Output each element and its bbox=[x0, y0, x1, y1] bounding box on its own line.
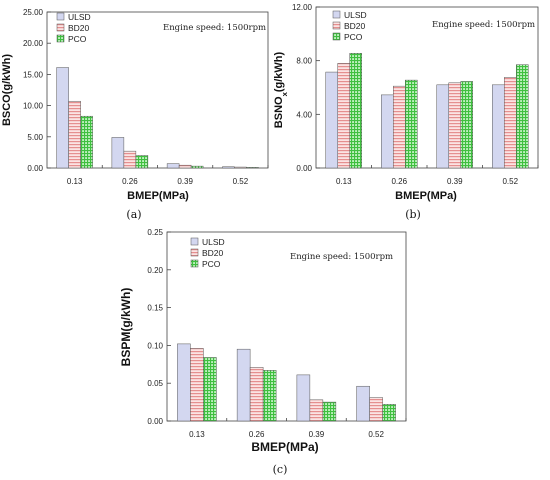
chart-a-ytick-label: 0.00 bbox=[27, 164, 43, 173]
chart-b-ytick-label: 4.00 bbox=[296, 110, 312, 119]
chart-a-legend-label-pco: PCO bbox=[68, 34, 87, 44]
chart-a-legend-swatch-pco bbox=[56, 34, 65, 43]
chart-a-xtick-label: 0.13 bbox=[67, 177, 83, 186]
chart-c-panel-label: (c) bbox=[273, 463, 288, 476]
chart-c-ytick-label: 0.10 bbox=[147, 341, 163, 350]
chart-b-bar-pco-0.52 bbox=[516, 64, 529, 169]
chart-c-bar-pco-0.39 bbox=[322, 401, 337, 422]
chart-b-bar-pco-0.39 bbox=[460, 81, 473, 169]
chart-c-ytick-label: 0.25 bbox=[147, 228, 163, 237]
chart-b-legend-swatch-pco bbox=[332, 32, 341, 41]
chart-c-bar-ulsd-0.26 bbox=[236, 348, 251, 422]
chart-a-bar-ulsd-0.52 bbox=[222, 166, 235, 169]
chart-c-bar-bd20-0.13 bbox=[190, 348, 204, 422]
chart-a-xlabel: BMEP(MPa) bbox=[127, 190, 189, 202]
chart-c-ytick-label: 0.15 bbox=[147, 304, 163, 313]
chart-b-legend-swatch-ulsd bbox=[332, 10, 341, 19]
chart-a-bar-pco-0.39 bbox=[190, 165, 204, 169]
chart-a-panel-label: (a) bbox=[126, 208, 141, 221]
chart-a-bar-ulsd-0.13 bbox=[56, 67, 69, 169]
chart-c-bar-pco-0.26 bbox=[262, 370, 277, 422]
chart-a-bar-ulsd-0.26 bbox=[111, 137, 125, 169]
chart-a-bar-bd20-0.52 bbox=[234, 166, 247, 169]
chart-c-legend-swatch-bd20 bbox=[190, 248, 199, 257]
chart-a-bar-bd20-0.26 bbox=[123, 150, 137, 169]
chart-b-xtick-label: 0.52 bbox=[502, 177, 518, 186]
chart-b-bar-pco-0.26 bbox=[405, 79, 418, 169]
chart-b-bar-bd20-0.26 bbox=[393, 85, 406, 169]
chart-c-xtick-label: 0.26 bbox=[249, 430, 265, 439]
chart-c-bar-bd20-0.39 bbox=[309, 399, 324, 422]
chart-a-xtick-label: 0.52 bbox=[233, 177, 249, 186]
chart-b-legend-label-bd20: BD20 bbox=[344, 21, 366, 31]
chart-b-xtick-label: 0.39 bbox=[447, 177, 463, 186]
chart-a-bar-pco-0.13 bbox=[80, 115, 93, 169]
chart-c-bar-pco-0.13 bbox=[203, 357, 217, 422]
chart-a-bar-pco-0.52 bbox=[246, 167, 259, 169]
chart-c-legend-swatch-pco bbox=[190, 259, 199, 268]
chart-c-legend-label-ulsd: ULSD bbox=[202, 237, 225, 247]
chart-b-bar-ulsd-0.39 bbox=[436, 84, 449, 169]
chart-c-xtick-label: 0.52 bbox=[368, 430, 384, 439]
chart-b-bar-ulsd-0.52 bbox=[492, 84, 505, 169]
chart-b-bar-pco-0.13 bbox=[349, 53, 362, 169]
chart-c-bar-bd20-0.52 bbox=[369, 397, 383, 422]
chart-b-panel-label: (b) bbox=[405, 208, 421, 221]
chart-b-legend-label-pco: PCO bbox=[344, 32, 363, 42]
chart-c-ytick-label: 0.00 bbox=[147, 417, 163, 426]
chart-c-xtick-label: 0.39 bbox=[309, 430, 325, 439]
chart-b-bar-ulsd-0.13 bbox=[325, 71, 338, 169]
chart-b-xtick-label: 0.26 bbox=[391, 177, 407, 186]
chart-b-xtick-label: 0.13 bbox=[336, 177, 352, 186]
chart-c-bar-bd20-0.26 bbox=[249, 367, 264, 422]
chart-a-legend-swatch-bd20 bbox=[56, 23, 65, 32]
chart-b-bar-bd20-0.39 bbox=[448, 82, 461, 169]
chart-c-bar-ulsd-0.39 bbox=[296, 374, 311, 422]
chart-b-annotation: Engine speed: 1500rpm bbox=[432, 20, 535, 30]
chart-c-ytick-label: 0.20 bbox=[147, 266, 163, 275]
chart-b-ylabel: BSNOx(g/kWh) bbox=[273, 51, 289, 128]
chart-c-annotation: Engine speed: 1500rpm bbox=[290, 252, 393, 262]
chart-c-legend-label-pco: PCO bbox=[202, 259, 221, 269]
chart-a-bar-pco-0.26 bbox=[135, 155, 149, 169]
chart-a-annotation: Engine speed: 1500rpm bbox=[163, 23, 266, 33]
chart-c-ylabel: BSPM(g/kWh) bbox=[119, 288, 133, 367]
chart-c-ytick-label: 0.05 bbox=[147, 379, 163, 388]
chart-c-bar-ulsd-0.13 bbox=[177, 343, 191, 422]
chart-a-xtick-label: 0.26 bbox=[122, 177, 138, 186]
chart-c-legend-swatch-ulsd bbox=[190, 237, 199, 246]
chart-c-legend-label-bd20: BD20 bbox=[202, 248, 224, 258]
chart-b-bar-bd20-0.13 bbox=[337, 63, 350, 169]
chart-a-legend-label-bd20: BD20 bbox=[68, 23, 90, 33]
chart-b-legend-label-ulsd: ULSD bbox=[344, 10, 367, 20]
chart-b-bar-ulsd-0.26 bbox=[381, 94, 394, 169]
chart-a-ytick-label: 5.00 bbox=[27, 133, 43, 142]
chart-a-xtick-label: 0.39 bbox=[177, 177, 193, 186]
chart-a-ytick-label: 20.00 bbox=[23, 39, 44, 48]
chart-a-ylabel: BSCO(g/kWh) bbox=[1, 54, 13, 126]
chart-b-ytick-label: 12.00 bbox=[292, 3, 313, 12]
chart-a-ytick-label: 25.00 bbox=[23, 8, 44, 17]
chart-c-bar-pco-0.52 bbox=[382, 404, 396, 422]
chart-a-bar-bd20-0.39 bbox=[178, 164, 192, 169]
chart-a-ytick-label: 10.00 bbox=[23, 102, 44, 111]
chart-a-legend-swatch-ulsd bbox=[56, 12, 65, 21]
chart-a-bar-ulsd-0.39 bbox=[166, 163, 180, 169]
chart-a-ytick-label: 15.00 bbox=[23, 70, 44, 79]
chart-c-xlabel: BMEP(MPa) bbox=[251, 440, 318, 454]
chart-b-legend-swatch-bd20 bbox=[332, 21, 341, 30]
chart-b-bar-bd20-0.52 bbox=[504, 77, 517, 169]
chart-b-ytick-label: 0.00 bbox=[296, 164, 312, 173]
chart-b-xlabel: BMEP(MPa) bbox=[395, 190, 457, 202]
chart-a-legend-label-ulsd: ULSD bbox=[68, 12, 91, 22]
chart-c-bar-ulsd-0.52 bbox=[356, 385, 370, 422]
chart-a-bar-bd20-0.13 bbox=[68, 100, 81, 169]
chart-b-ytick-label: 8.00 bbox=[296, 57, 312, 66]
chart-c-xtick-label: 0.13 bbox=[189, 430, 205, 439]
